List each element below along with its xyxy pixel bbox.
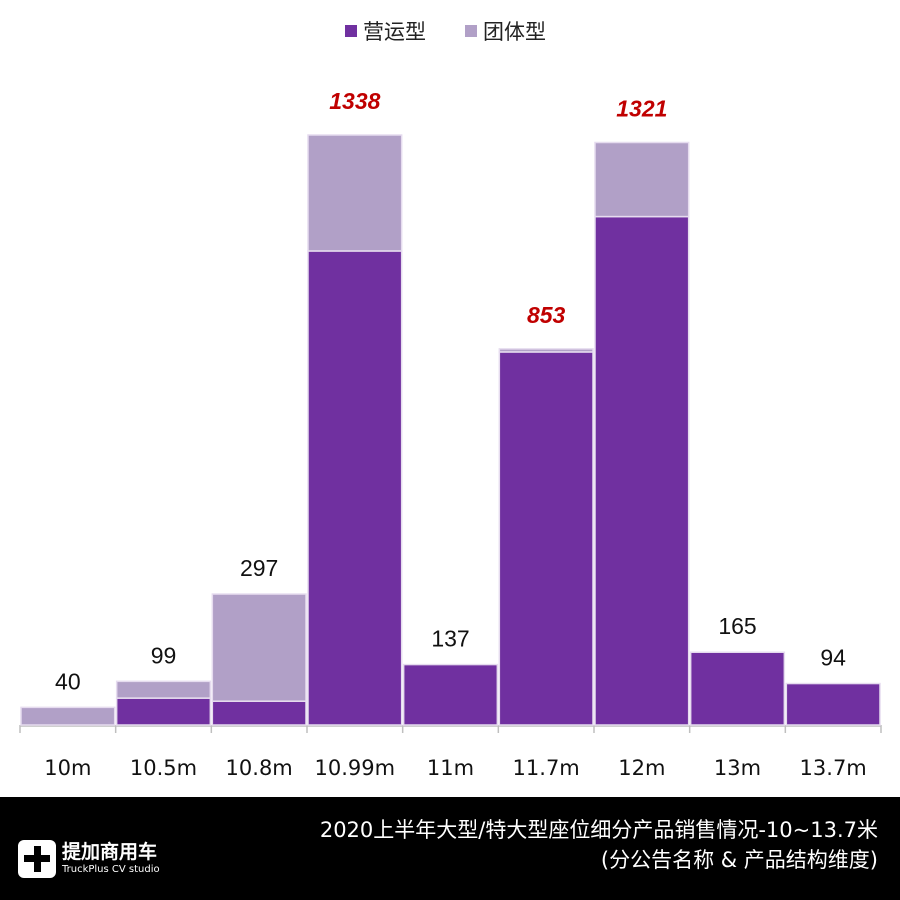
x-tick-label: 10.5m (130, 756, 197, 780)
chart-caption: 2020上半年大型/特大型座位细分产品销售情况-10~13.7米 (分公告名称 … (320, 815, 878, 875)
data-label: 99 (151, 642, 177, 668)
caption-line-1: 2020上半年大型/特大型座位细分产品销售情况-10~13.7米 (319, 818, 878, 842)
bar-yingyun (307, 250, 403, 726)
logo-name-en: TruckPlus CV studio (62, 864, 160, 875)
data-label: 1338 (329, 88, 380, 114)
x-tick-label: 11m (427, 756, 474, 780)
bar-yingyun (785, 682, 881, 726)
legend-label: 营运型 (363, 20, 426, 44)
data-label: 297 (240, 555, 278, 581)
legend-swatch (345, 25, 357, 37)
data-label: 94 (820, 645, 846, 671)
bar-yingyun (594, 215, 690, 726)
bar-tuanti (115, 680, 212, 699)
data-label: 40 (55, 668, 81, 694)
bar-yingyun (498, 351, 594, 726)
footer-banner: 提加商用车 TruckPlus CV studio 2020上半年大型/特大型座… (0, 797, 900, 900)
bar-tuanti (498, 348, 594, 353)
x-tick-label: 10.99m (315, 756, 396, 780)
data-label: 165 (718, 613, 756, 639)
x-tick-label: 13m (714, 756, 761, 780)
x-tick-label: 11.7m (513, 756, 580, 780)
bar-tuanti (307, 134, 403, 252)
caption-line-2: (分公告名称 & 产品结构维度) (600, 848, 878, 872)
legend-label: 团体型 (483, 20, 546, 44)
stacked-bar-chart: 40 10m 99 10.5m 297 10.8m 1338 10.99m 137 11m 853 1… (19, 20, 882, 780)
bar-yingyun (402, 663, 499, 726)
legend-swatch (465, 25, 477, 37)
logo-name-cn: 提加商用车 (62, 841, 158, 863)
data-label: 137 (431, 626, 469, 652)
bar-tuanti (20, 706, 116, 726)
x-tick-label: 10m (44, 756, 91, 780)
x-tick-label: 12m (618, 756, 665, 780)
x-tick-label: 10.8m (226, 756, 293, 780)
logo-icon (18, 840, 56, 878)
bar-yingyun (115, 697, 212, 726)
bar-tuanti (211, 593, 307, 702)
bar-yingyun (689, 651, 786, 726)
brand-logo: 提加商用车 TruckPlus CV studio (18, 840, 160, 878)
x-tick-label: 13.7m (800, 756, 867, 780)
bar-yingyun (211, 700, 307, 726)
data-label: 1321 (616, 95, 667, 121)
data-label: 853 (527, 302, 566, 328)
bar-tuanti (594, 141, 690, 218)
